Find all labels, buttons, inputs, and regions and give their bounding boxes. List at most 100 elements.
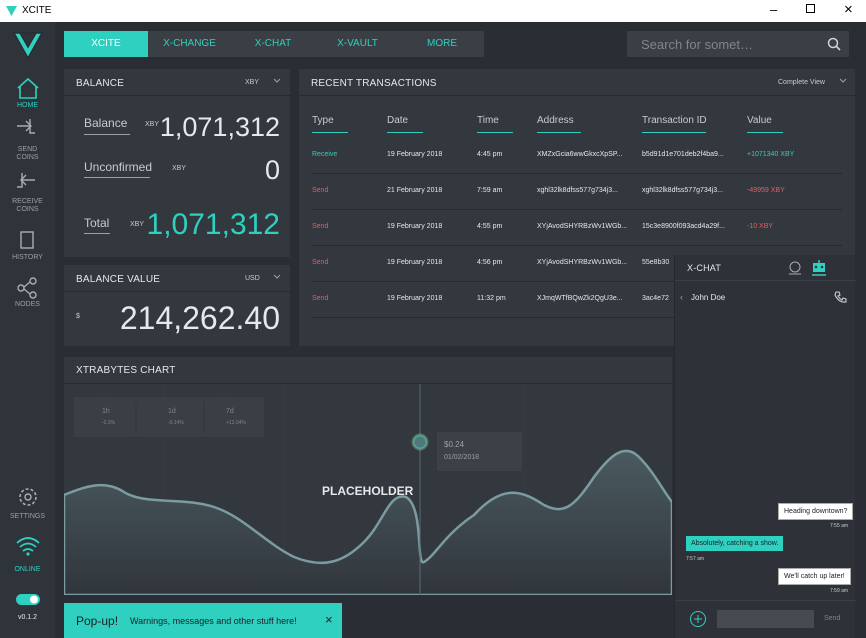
column-underline <box>642 132 706 133</box>
column-header: Time <box>477 115 499 126</box>
row-divider <box>312 245 842 246</box>
popup: Pop-up! Warnings, messages and other stu… <box>64 603 342 638</box>
search-icon[interactable] <box>827 37 841 51</box>
chat-icons[interactable] <box>787 258 837 278</box>
row-unit: XBY <box>130 221 145 228</box>
column-underline <box>537 132 581 133</box>
nav-item[interactable]: SEND COINS <box>16 146 39 161</box>
panel-title: BALANCE <box>76 78 125 89</box>
nav-item[interactable]: RECEIVE COINS <box>12 198 43 213</box>
column-header: Address <box>537 115 574 126</box>
chart-panel: XTRABYTES CHART 1h -0.3% 1d -0.14% 7d +12.04%… <box>64 357 672 595</box>
nav-tab[interactable]: X-CHAT <box>254 38 292 49</box>
send-button[interactable]: Send <box>824 615 841 622</box>
tx-cell: xghl32lk8dfss577g734j3... <box>642 187 723 194</box>
tx-cell: 19 February 2018 <box>387 223 443 230</box>
tx-cell: 11:32 pm <box>477 295 506 302</box>
column-header: Transaction ID <box>642 115 707 126</box>
nav-item[interactable]: NODES <box>15 301 40 308</box>
tx-cell: XMZxGcia6wwGkxcXpSP... <box>537 151 623 158</box>
dropdown[interactable] <box>273 78 281 84</box>
tx-cell: XJmqWTfBQwZk2QgU3e... <box>537 295 623 302</box>
nav-tab[interactable]: MORE <box>427 38 457 49</box>
amount: 214,262.40 <box>119 300 280 336</box>
symbol: $ <box>76 313 80 320</box>
row-label: Unconfirmed <box>84 160 153 174</box>
tx-cell: 15c3e8900f093acd4a29f... <box>642 223 725 230</box>
title-bar: XCITE – × <box>0 0 866 22</box>
tx-cell: Send <box>312 295 329 302</box>
tx-cell: -49959 XBY <box>747 187 785 194</box>
column-header: Date <box>387 115 409 126</box>
column-underline <box>312 132 348 133</box>
window-title: XCITE <box>22 5 52 16</box>
stat-period: 1h <box>102 408 110 415</box>
message-out: We'll catch up later! <box>778 568 851 585</box>
attach-button[interactable] <box>689 610 707 628</box>
tx-cell: 4:45 pm <box>477 151 503 158</box>
tx-cell: -10 XBY <box>747 223 774 230</box>
stat-change: -0.3% <box>102 420 116 426</box>
tx-cell: Send <box>312 187 329 194</box>
message-time: 7:59 am <box>830 588 849 594</box>
tx-cell: xghl32lk8dfss577g734j3... <box>537 187 618 194</box>
chat-title: X-CHAT <box>687 263 722 273</box>
stat-period: 7d <box>226 408 234 415</box>
maximize[interactable] <box>806 4 815 13</box>
settings-label[interactable]: SETTINGS <box>9 513 45 520</box>
popup-message: Warnings, messages and other stuff here! <box>130 616 297 626</box>
tx-cell: 55e8b30 <box>642 259 670 266</box>
tx-cell: 7:59 am <box>477 187 503 194</box>
balance-value-panel: BALANCE VALUE USD $ 214,262.40 <box>64 265 290 346</box>
tx-cell: 4:56 pm <box>477 259 503 266</box>
view-select[interactable]: Complete View <box>778 79 825 86</box>
nav-item[interactable]: HISTORY <box>12 254 43 261</box>
row-unit: XBY <box>145 121 160 128</box>
panel-title: RECENT TRANSACTIONS <box>311 78 437 89</box>
chat-panel: X-CHAT ‹ John Doe Heading downtown? 7:55… <box>674 255 856 638</box>
row-amount: 1,071,312 <box>146 208 280 241</box>
column-underline <box>747 132 783 133</box>
tx-cell: 19 February 2018 <box>387 151 443 158</box>
placeholder-chart <box>64 384 672 595</box>
app-icon <box>6 6 17 16</box>
currency[interactable]: USD <box>245 275 260 282</box>
nav-item[interactable]: HOME <box>17 102 38 109</box>
tx-cell: Send <box>312 223 329 230</box>
row-label: Total <box>84 216 110 230</box>
column-header: Value <box>747 115 772 126</box>
panel-title: BALANCE VALUE <box>76 274 161 285</box>
row-amount: 1,071,312 <box>159 112 280 142</box>
row-amount: 0 <box>264 155 280 185</box>
tooltip-date: 01/02/2018 <box>444 454 480 461</box>
currency[interactable]: XBY <box>245 79 260 86</box>
nav-tab[interactable]: XCITE <box>64 31 148 57</box>
panel-title: XTRABYTES CHART <box>76 365 176 376</box>
tx-cell: 4:55 pm <box>477 223 503 230</box>
row-divider <box>312 209 842 210</box>
chat-input[interactable] <box>717 610 814 628</box>
placeholder-label: PLACEHOLDER <box>322 484 414 498</box>
stat-period: 1d <box>168 408 176 415</box>
contact-name[interactable]: John Doe <box>691 293 726 302</box>
tooltip-price: $0.24 <box>444 440 465 449</box>
message-time: 7:57 am <box>686 556 705 562</box>
popup-title: Pop-up! <box>76 614 119 628</box>
call-icon[interactable] <box>833 290 847 304</box>
logo <box>12 32 44 60</box>
minimize[interactable]: – <box>770 2 778 17</box>
column-header: Type <box>312 115 334 126</box>
search-box[interactable]: Search for somet… <box>627 31 849 57</box>
sidebar-icons <box>16 77 40 605</box>
close[interactable]: × <box>844 1 853 18</box>
row-unit: XBY <box>172 165 187 172</box>
dropdown[interactable] <box>839 78 847 84</box>
nav-tab[interactable]: X-VAULT <box>337 38 378 49</box>
popup-close[interactable]: × <box>325 612 333 627</box>
tx-cell: 3ac4e72 <box>642 295 669 302</box>
nav-tab[interactable]: X-CHANGE <box>163 38 216 49</box>
tx-cell: +1071340 XBY <box>747 151 795 158</box>
search-placeholder: Search for somet… <box>641 37 753 52</box>
dropdown[interactable] <box>273 274 281 280</box>
